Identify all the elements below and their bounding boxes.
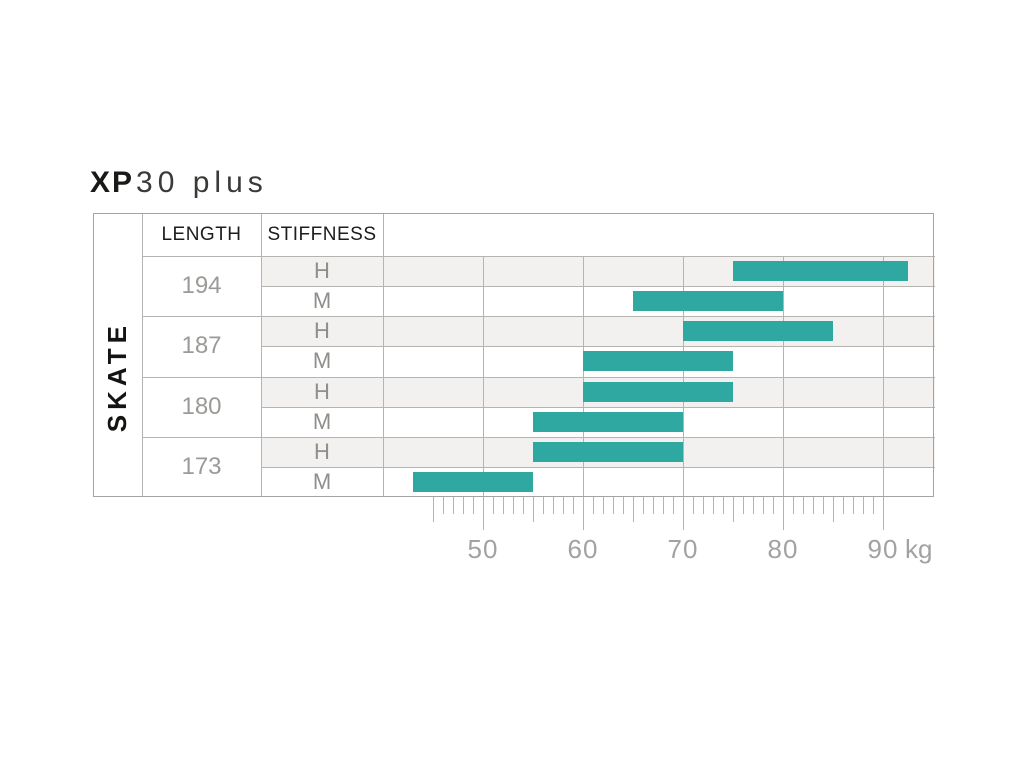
axis-tick: [713, 497, 714, 514]
page-title: XP30 plus: [90, 166, 268, 200]
stiffness-cell: M: [312, 288, 332, 314]
axis-tick: [793, 497, 794, 514]
column-border: [383, 213, 384, 497]
row-group-separator: [142, 436, 935, 438]
weight-range-bar: [683, 321, 833, 342]
stiffness-cell: M: [312, 468, 332, 494]
axis-tick: [673, 497, 674, 514]
axis-tick: [833, 497, 834, 522]
axis-tick: [433, 497, 434, 522]
axis-tick: [623, 497, 624, 514]
axis-tick: [493, 497, 494, 514]
model-name-bold: XP: [90, 166, 135, 199]
axis-tick: [853, 497, 854, 514]
column-border: [261, 213, 262, 497]
axis-tick-label: 50: [467, 534, 499, 564]
row-group-separator: [142, 316, 935, 318]
axis-tick: [763, 497, 764, 514]
axis-tick: [803, 497, 804, 514]
axis-tick: [503, 497, 504, 514]
row-group-separator: [142, 376, 935, 378]
length-cell: 180: [181, 392, 222, 420]
axis-tick: [583, 497, 584, 530]
stiffness-cell: H: [314, 318, 330, 344]
axis-tick: [443, 497, 444, 514]
axis-tick: [743, 497, 744, 514]
stiffness-cell: H: [314, 438, 330, 464]
axis-tick: [543, 497, 544, 514]
stiffness-cell: H: [314, 258, 330, 284]
axis-tick: [703, 497, 704, 514]
row-separator: [261, 286, 935, 288]
axis-tick: [603, 497, 604, 514]
stiffness-cell: M: [312, 408, 332, 434]
axis-tick: [683, 497, 684, 530]
weight-range-bar: [583, 381, 733, 402]
axis-tick: [513, 497, 514, 514]
axis-tick: [843, 497, 844, 514]
row-separator: [261, 406, 935, 408]
axis-tick: [873, 497, 874, 514]
axis-tick-label: 80: [767, 534, 799, 564]
axis-tick: [663, 497, 664, 514]
row-separator: [261, 346, 935, 348]
axis-tick: [563, 497, 564, 514]
axis-tick: [473, 497, 474, 514]
column-border: [142, 213, 143, 497]
axis-tick: [593, 497, 594, 514]
axis-tick: [613, 497, 614, 514]
weight-range-bar: [533, 411, 683, 432]
axis-tick: [483, 497, 484, 530]
axis-tick: [823, 497, 824, 514]
axis-unit-label: kg: [905, 534, 933, 564]
row-separator: [261, 466, 935, 468]
weight-range-bar: [533, 441, 683, 462]
weight-range-bar: [633, 291, 783, 312]
axis-tick: [883, 497, 884, 530]
length-cell: 173: [181, 452, 222, 480]
axis-tick: [723, 497, 724, 514]
column-header-stiffness: STIFFNESS: [267, 223, 377, 245]
axis-tick: [753, 497, 754, 514]
length-cell: 194: [181, 272, 222, 300]
axis-tick: [653, 497, 654, 514]
axis-tick: [453, 497, 454, 514]
stiffness-cell: M: [312, 348, 332, 374]
weight-range-bar: [733, 261, 908, 282]
weight-range-bar: [413, 471, 533, 492]
axis-tick: [813, 497, 814, 514]
length-cell: 187: [181, 332, 222, 360]
axis-tick: [523, 497, 524, 514]
axis-tick: [553, 497, 554, 514]
axis-tick: [733, 497, 734, 522]
row-group-separator: [142, 256, 935, 257]
table-outer-border: [93, 213, 934, 497]
model-name-variant: 30 plus: [136, 166, 268, 199]
axis-tick: [633, 497, 634, 522]
weight-range-bar: [583, 351, 733, 372]
axis-tick-label: 90: [867, 534, 899, 564]
axis-tick: [573, 497, 574, 514]
column-header-length: LENGTH: [161, 223, 242, 245]
axis-tick-label: 70: [667, 534, 699, 564]
stiffness-cell: H: [314, 378, 330, 404]
axis-tick: [643, 497, 644, 514]
axis-tick: [863, 497, 864, 514]
axis-tick-label: 60: [567, 534, 599, 564]
axis-tick: [783, 497, 784, 530]
axis-tick: [463, 497, 464, 514]
axis-tick: [773, 497, 774, 514]
axis-tick: [693, 497, 694, 514]
axis-tick: [533, 497, 534, 522]
